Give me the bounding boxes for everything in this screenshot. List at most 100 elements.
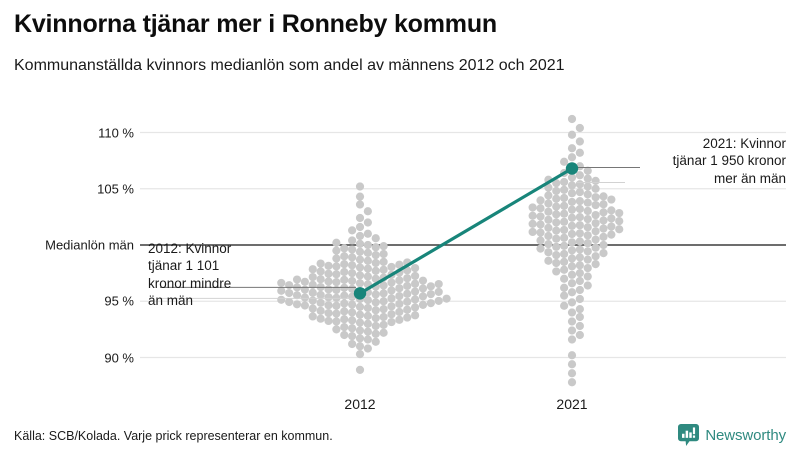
data-dot [395, 284, 404, 293]
data-dot [363, 264, 372, 273]
data-dot [560, 233, 569, 242]
data-dot [591, 252, 600, 261]
data-dot [292, 300, 302, 309]
data-dot [560, 291, 569, 300]
data-dot [308, 312, 317, 321]
data-dot [567, 378, 577, 387]
data-dot [355, 326, 365, 335]
data-dot [567, 197, 577, 207]
data-dot [599, 224, 608, 233]
data-dot [567, 335, 577, 344]
data-dot [560, 217, 569, 226]
data-dot [426, 282, 435, 291]
data-dot [332, 246, 341, 255]
dot-cluster-2012 [277, 182, 451, 374]
data-dot [583, 198, 592, 207]
data-dot [371, 234, 380, 243]
data-dot [607, 230, 616, 239]
data-dot [332, 262, 341, 271]
data-dot [442, 294, 451, 303]
x-axis-tick-label-2012: 2012 [344, 396, 376, 412]
data-dot [308, 288, 317, 297]
data-dot [567, 270, 577, 279]
data-dot [355, 334, 365, 343]
data-dot [536, 196, 545, 205]
data-dot [567, 360, 577, 369]
data-dot [591, 200, 600, 210]
highlight-connector-line [358, 166, 574, 295]
data-dot [575, 276, 584, 286]
data-dot [575, 204, 584, 214]
highlight-dot-2021[interactable] [565, 162, 579, 175]
data-dot [591, 235, 600, 244]
data-dot [552, 226, 561, 235]
data-dot [567, 114, 577, 124]
data-dot [607, 195, 616, 204]
data-dot [403, 313, 412, 322]
data-dot [560, 283, 569, 292]
data-dot [316, 298, 325, 307]
data-dot [363, 240, 372, 250]
annotation-2012: 2012: Kvinnor tjänar 1 101 kronor mindre… [148, 241, 232, 308]
data-dot [332, 325, 341, 334]
data-dot [340, 307, 349, 316]
data-dot [308, 272, 317, 282]
data-dot [379, 320, 388, 329]
highlight-dot-2012[interactable] [353, 287, 367, 300]
data-dot [395, 307, 404, 317]
data-dot [355, 182, 365, 191]
data-dot [411, 279, 420, 288]
data-dot [560, 209, 569, 218]
data-dot [371, 266, 380, 275]
data-dot [300, 285, 309, 294]
data-dot [363, 327, 372, 336]
data-dot [379, 297, 388, 306]
data-dot [379, 257, 388, 266]
data-dot [355, 263, 365, 272]
brand-logo: Newsworthy [678, 424, 786, 446]
data-dot [567, 308, 577, 317]
data-dot [324, 285, 333, 294]
data-dot [575, 321, 584, 331]
data-dot [536, 212, 545, 221]
data-dot [355, 271, 365, 280]
data-dot [355, 342, 365, 351]
data-dot [583, 174, 592, 183]
data-dot [300, 293, 309, 302]
data-dot [544, 215, 553, 224]
data-dot [411, 311, 420, 320]
data-dot [371, 258, 380, 268]
data-dot [340, 275, 349, 284]
data-dot [599, 240, 608, 250]
data-dot [575, 305, 584, 314]
data-dot [363, 229, 372, 238]
data-dot [567, 205, 577, 214]
data-dot [583, 166, 592, 175]
data-dot [426, 290, 435, 299]
data-dot [363, 256, 372, 265]
data-dot [332, 238, 341, 247]
data-dot [552, 251, 561, 260]
data-dot [575, 245, 584, 254]
data-dot [340, 291, 349, 300]
data-dot [355, 279, 365, 288]
data-dot [348, 253, 357, 262]
data-dot [340, 267, 349, 277]
data-dot [583, 239, 592, 248]
data-dot [544, 231, 553, 241]
data-dot [418, 276, 428, 285]
data-dot [403, 297, 412, 306]
data-dot [324, 269, 333, 278]
data-dot [387, 294, 396, 303]
data-dot [411, 303, 420, 312]
data-dot [528, 227, 537, 237]
data-dot [348, 245, 357, 254]
data-dot [355, 239, 365, 248]
data-dot [544, 240, 553, 249]
data-dot [583, 190, 592, 199]
data-dot [567, 246, 577, 255]
data-dot [379, 312, 388, 322]
data-dot [583, 247, 592, 256]
data-dot [615, 208, 624, 218]
data-dot [324, 301, 333, 310]
